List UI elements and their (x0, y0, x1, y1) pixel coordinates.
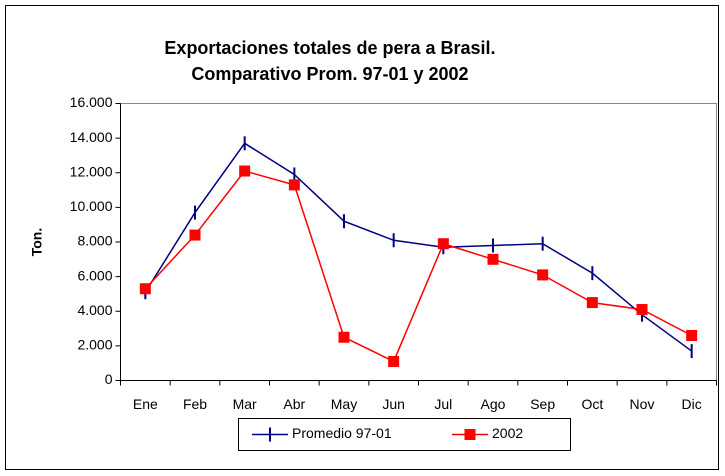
x-tick-label: Abr (283, 396, 305, 412)
series-line (144, 170, 693, 363)
x-tick-label: Ago (481, 396, 506, 412)
data-point (139, 283, 151, 295)
y-axis-label: Ton. (29, 228, 45, 257)
y-tick-label: 6.000 (77, 267, 112, 283)
data-point (338, 331, 350, 343)
legend-label: 2002 (492, 425, 523, 441)
data-point (437, 238, 449, 250)
data-point (288, 179, 300, 191)
x-tick-label: Jul (434, 396, 452, 412)
x-tick-label: Jun (382, 396, 405, 412)
legend-box (238, 418, 571, 451)
legend-label: Promedio 97-01 (292, 425, 392, 441)
series-line (144, 142, 693, 352)
x-tick-label: May (331, 396, 357, 412)
data-point (636, 304, 648, 316)
legend-marker (464, 429, 476, 440)
data-point (239, 165, 251, 177)
y-tick-label: 2.000 (77, 337, 112, 353)
x-tick-label: Mar (233, 396, 257, 412)
data-point (586, 297, 598, 309)
y-tick-label: 10.000 (70, 198, 113, 214)
x-tick-label: Ene (133, 396, 158, 412)
x-tick-label: Oct (581, 396, 603, 412)
chart-title: Exportaciones totales de pera a Brasil. (164, 38, 495, 58)
x-tick-label: Dic (682, 396, 702, 412)
data-point (537, 269, 549, 281)
data-point (189, 229, 201, 241)
data-point (686, 329, 698, 341)
y-tick-label: 14.000 (70, 129, 113, 145)
y-tick-label: 12.000 (70, 163, 113, 179)
data-point (388, 355, 400, 367)
y-tick-label: 0 (105, 371, 113, 387)
y-tick-label: 8.000 (77, 233, 112, 249)
y-tick-label: 16.000 (70, 94, 113, 110)
x-tick-label: Sep (530, 396, 555, 412)
chart-border (5, 5, 719, 470)
chart-subtitle: Comparativo Prom. 97-01 y 2002 (191, 64, 468, 84)
x-tick-label: Feb (183, 396, 207, 412)
x-tick-label: Nov (630, 396, 655, 412)
data-point (487, 253, 499, 265)
y-tick-label: 4.000 (77, 302, 112, 318)
